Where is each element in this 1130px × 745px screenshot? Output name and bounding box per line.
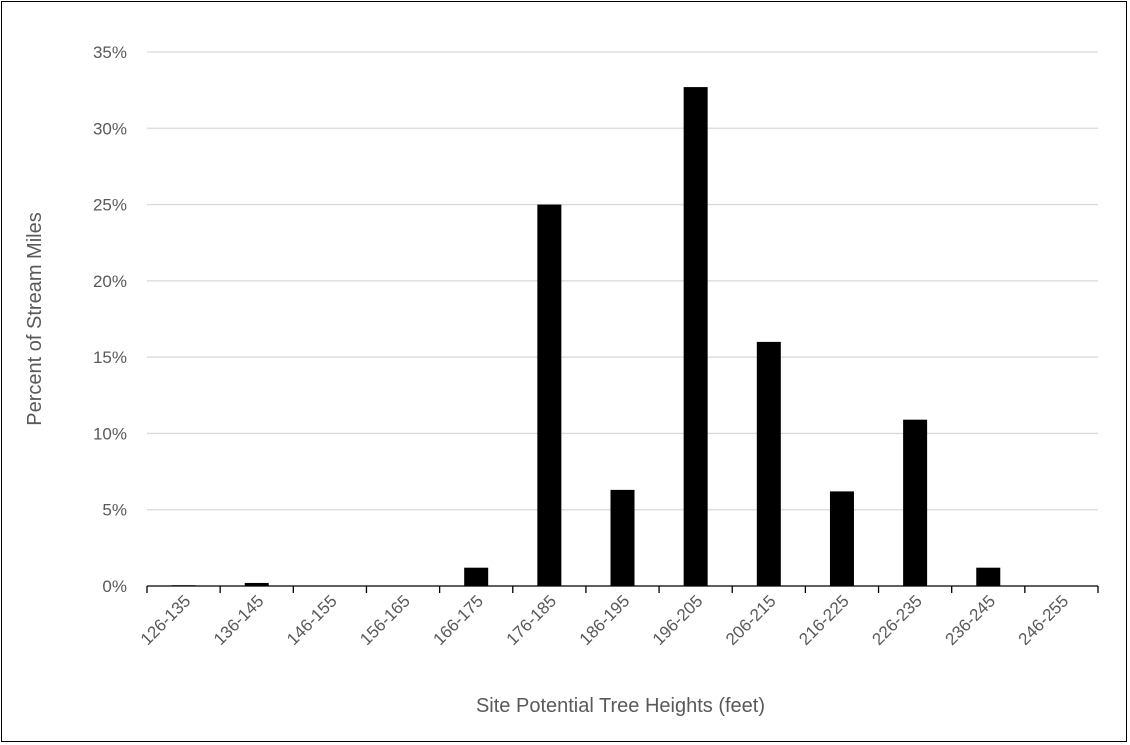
x-tick-label: 226-235: [868, 591, 926, 649]
y-tick-label: 35%: [93, 43, 127, 62]
x-tick-label: 216-225: [795, 591, 853, 649]
bar: [829, 491, 854, 586]
y-axis-title: Percent of Stream Miles: [24, 212, 46, 425]
y-tick-label: 5%: [102, 501, 127, 520]
axes: [146, 585, 1099, 593]
x-axis-title: Site Potential Tree Heights (feet): [476, 695, 765, 717]
y-tick-label: 0%: [102, 577, 127, 596]
y-tick-label: 15%: [93, 348, 127, 367]
bar: [903, 419, 928, 586]
x-tick-labels: 126-135 136-145 146-155 156-165 166-175 176-1…: [137, 591, 1072, 649]
bar: [537, 204, 562, 587]
x-tick-label: 166-175: [429, 591, 487, 649]
bar: [976, 567, 1001, 586]
x-tick-label: 136-145: [210, 591, 268, 649]
bar: [756, 341, 781, 586]
bar: [610, 489, 635, 586]
x-tick-label: 196-205: [649, 591, 707, 649]
y-tick-label: 20%: [93, 272, 127, 291]
y-tick-label: 10%: [93, 424, 127, 443]
y-tick-label: 30%: [93, 119, 127, 138]
x-tick-label: 236-245: [942, 591, 1000, 649]
y-tick-labels: 0% 5% 10% 15% 20% 25% 30% 35%: [93, 43, 127, 596]
bar: [244, 582, 269, 586]
x-tick-label: 246-255: [1015, 591, 1073, 649]
bar: [464, 567, 489, 586]
x-tick-label: 176-185: [503, 591, 561, 649]
bar: [683, 87, 708, 586]
y-tick-label: 25%: [93, 196, 127, 215]
grid-lines: [147, 51, 1098, 511]
x-tick-label: 146-155: [283, 591, 341, 649]
x-tick-label: 156-165: [356, 591, 414, 649]
x-tick-label: 206-215: [722, 591, 780, 649]
bars: [171, 87, 1001, 587]
x-tick-label: 126-135: [137, 591, 195, 649]
x-tick-label: 186-195: [576, 591, 634, 649]
